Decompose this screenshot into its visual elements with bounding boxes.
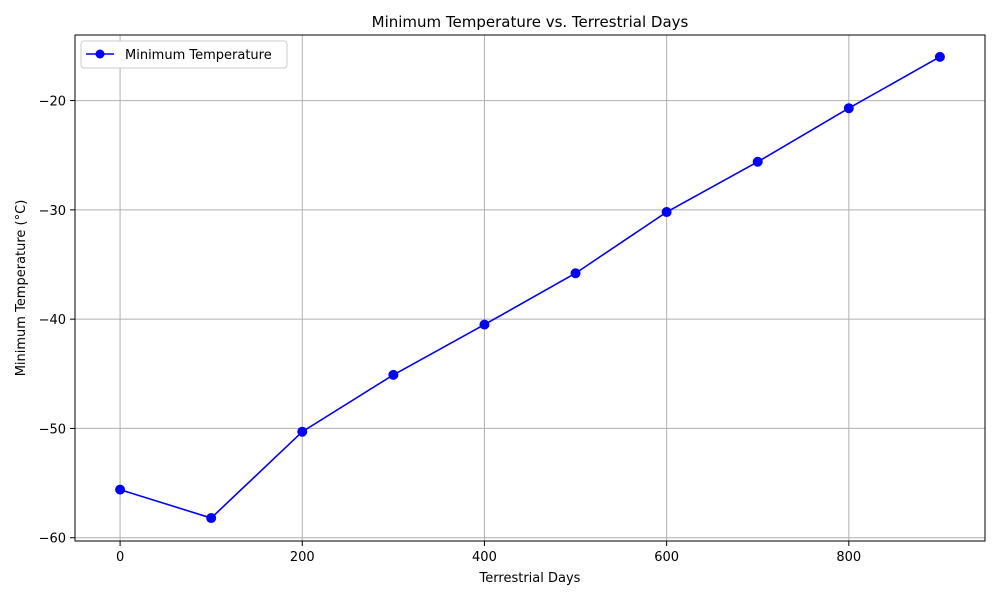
series-layer	[115, 51, 945, 524]
legend: Minimum Temperature	[80, 40, 288, 69]
plot-area	[74, 34, 986, 542]
x-tick-label: 200	[290, 550, 315, 565]
data-point	[388, 369, 399, 380]
grid	[75, 35, 985, 541]
data-point	[752, 156, 763, 167]
series-line	[119, 56, 941, 519]
data-point	[934, 51, 945, 62]
y-axis-title: Minimum Temperature (°C)	[14, 200, 29, 377]
x-axis-title: Terrestrial Days	[479, 571, 581, 586]
x-tick-label: 600	[654, 550, 679, 565]
x-tick-label: 400	[472, 550, 497, 565]
y-tick-label: −60	[39, 532, 66, 547]
data-point	[115, 484, 126, 495]
legend-marker-swatch	[95, 49, 105, 59]
data-point	[661, 207, 672, 218]
y-tick-label: −30	[39, 204, 66, 219]
legend-box	[80, 40, 288, 69]
data-point	[570, 268, 581, 279]
chart-title: Minimum Temperature vs. Terrestrial Days	[372, 13, 689, 31]
data-point	[843, 103, 854, 114]
x-tick-label: 800	[836, 550, 861, 565]
data-point	[206, 513, 217, 524]
data-point	[297, 426, 308, 437]
legend-label: Minimum Temperature	[125, 48, 272, 63]
y-tick-label: −50	[39, 422, 66, 437]
y-tick-label: −40	[39, 313, 66, 328]
axis-ticks: 0 200 400 600 800 −60 −50 −40 −30 −20	[39, 95, 862, 565]
data-point	[479, 319, 490, 330]
x-tick-label: 0	[116, 550, 124, 565]
y-tick-label: −20	[39, 95, 66, 110]
